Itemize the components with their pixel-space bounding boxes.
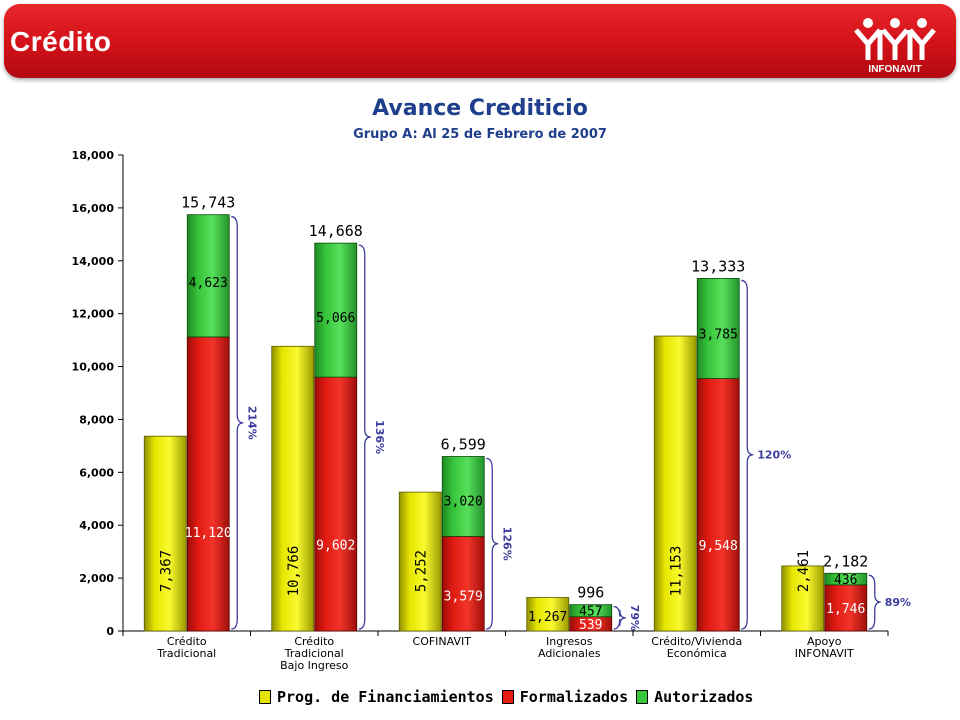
autorizados-value-label: 457 xyxy=(579,605,602,620)
y-tick-label: 18,000 xyxy=(72,149,115,162)
y-tick-label: 12,000 xyxy=(72,308,115,321)
legend-swatch-prog xyxy=(259,690,271,704)
percentage-brace xyxy=(486,457,499,630)
percentage-label: 120% xyxy=(757,449,791,462)
prog-value-label: 1,267 xyxy=(528,610,567,625)
y-tick-label: 16,000 xyxy=(72,202,115,215)
autorizados-value-label: 3,785 xyxy=(699,327,738,342)
legend-item-autorizados: Autorizados xyxy=(636,688,753,706)
bar-autorizados xyxy=(696,278,740,379)
y-tick-label: 8,000 xyxy=(79,413,114,426)
bar-prog xyxy=(398,491,442,632)
y-tick-label: 14,000 xyxy=(72,255,115,268)
infonavit-logo: INFONAVIT xyxy=(850,14,940,78)
prog-value-label: 2,461 xyxy=(796,550,812,592)
autorizados-value-label: 5,066 xyxy=(316,311,355,326)
bar-autorizados xyxy=(441,456,485,537)
total-value-label: 13,333 xyxy=(691,257,745,275)
x-category-label: Adicionales xyxy=(538,647,601,660)
x-category-label: Crédito/Vivienda xyxy=(651,635,742,648)
total-value-label: 2,182 xyxy=(823,552,868,570)
bar-autorizados xyxy=(186,214,230,338)
prog-value-label: 10,766 xyxy=(286,546,302,597)
legend-item-prog: Prog. de Financiamientos xyxy=(259,688,494,706)
total-value-label: 14,668 xyxy=(309,222,363,240)
x-category-label: Tradicional xyxy=(156,647,216,660)
bar-formalizados xyxy=(314,376,358,632)
chart-subtitle: Grupo A: Al 25 de Febrero de 2007 xyxy=(353,127,607,142)
legend-label-prog: Prog. de Financiamientos xyxy=(277,688,494,706)
bar-formalizados xyxy=(441,535,485,632)
header-banner: Crédito INFONAVIT xyxy=(4,4,956,78)
y-tick-label: 6,000 xyxy=(79,466,114,479)
formalizados-value-label: 539 xyxy=(579,618,602,633)
percentage-label: 214% xyxy=(245,406,258,440)
total-value-label: 15,743 xyxy=(181,194,235,212)
x-category-label: Económica xyxy=(667,647,727,660)
bar-formalizados xyxy=(186,336,230,632)
formalizados-value-label: 3,579 xyxy=(444,590,483,605)
bar-formalizados xyxy=(824,584,868,632)
bar-prog xyxy=(143,435,187,632)
total-value-label: 6,599 xyxy=(441,435,486,453)
legend-label-formalizados: Formalizados xyxy=(519,688,629,706)
x-category-label: INFONAVIT xyxy=(795,647,854,660)
chart-legend: Prog. de Financiamientos Formalizados Au… xyxy=(259,687,761,707)
bar-autorizados xyxy=(314,242,358,378)
percentage-brace xyxy=(358,244,371,630)
percentage-brace xyxy=(868,574,881,630)
percentage-label: 89% xyxy=(885,596,911,609)
y-tick-label: 4,000 xyxy=(79,519,114,532)
prog-value-label: 11,153 xyxy=(668,546,684,597)
x-category-label: Apoyo xyxy=(807,635,842,648)
bar-formalizados xyxy=(696,378,740,632)
legend-item-formalizados: Formalizados xyxy=(501,688,629,706)
infonavit-logo-icon xyxy=(854,18,936,60)
formalizados-value-label: 11,120 xyxy=(185,526,232,541)
x-category-label: Tradicional xyxy=(284,647,344,660)
formalizados-value-label: 9,548 xyxy=(699,539,738,554)
total-value-label: 996 xyxy=(577,584,604,602)
page-title: Crédito xyxy=(10,26,112,57)
percentage-brace xyxy=(613,606,626,630)
logo-text: INFONAVIT xyxy=(868,64,922,75)
percentage-label: 79% xyxy=(628,605,641,631)
chart-title: Avance Crediticio xyxy=(372,96,588,121)
formalizados-value-label: 9,602 xyxy=(316,539,355,554)
y-tick-label: 10,000 xyxy=(72,361,115,374)
legend-swatch-autorizados xyxy=(636,690,649,704)
y-tick-label: 0 xyxy=(106,625,114,638)
bar-autorizados xyxy=(824,572,868,586)
percentage-brace xyxy=(231,216,244,630)
bar-prog xyxy=(781,565,825,632)
autorizados-value-label: 4,623 xyxy=(189,276,228,291)
formalizados-value-label: 1,746 xyxy=(826,602,865,617)
x-category-label: Crédito xyxy=(294,635,334,648)
x-category-label: Crédito xyxy=(167,635,207,648)
prog-value-label: 7,367 xyxy=(158,550,174,592)
legend-label-autorizados: Autorizados xyxy=(654,688,754,706)
bar-autorizados xyxy=(569,604,613,618)
percentage-label: 136% xyxy=(373,420,386,454)
bar-prog xyxy=(653,335,697,632)
percentage-brace xyxy=(741,279,754,630)
autorizados-value-label: 3,020 xyxy=(444,494,483,509)
bar-prog xyxy=(271,345,315,632)
bar-prog xyxy=(526,597,570,632)
y-tick-label: 2,000 xyxy=(79,572,114,585)
legend-swatch-formalizados xyxy=(501,690,514,704)
percentage-label: 126% xyxy=(500,527,513,561)
prog-value-label: 5,252 xyxy=(413,550,429,592)
x-category-label: Bajo Ingreso xyxy=(280,659,349,672)
autorizados-value-label: 436 xyxy=(834,573,857,588)
x-category-label: COFINAVIT xyxy=(413,635,472,648)
x-category-label: Ingresos xyxy=(546,635,593,648)
